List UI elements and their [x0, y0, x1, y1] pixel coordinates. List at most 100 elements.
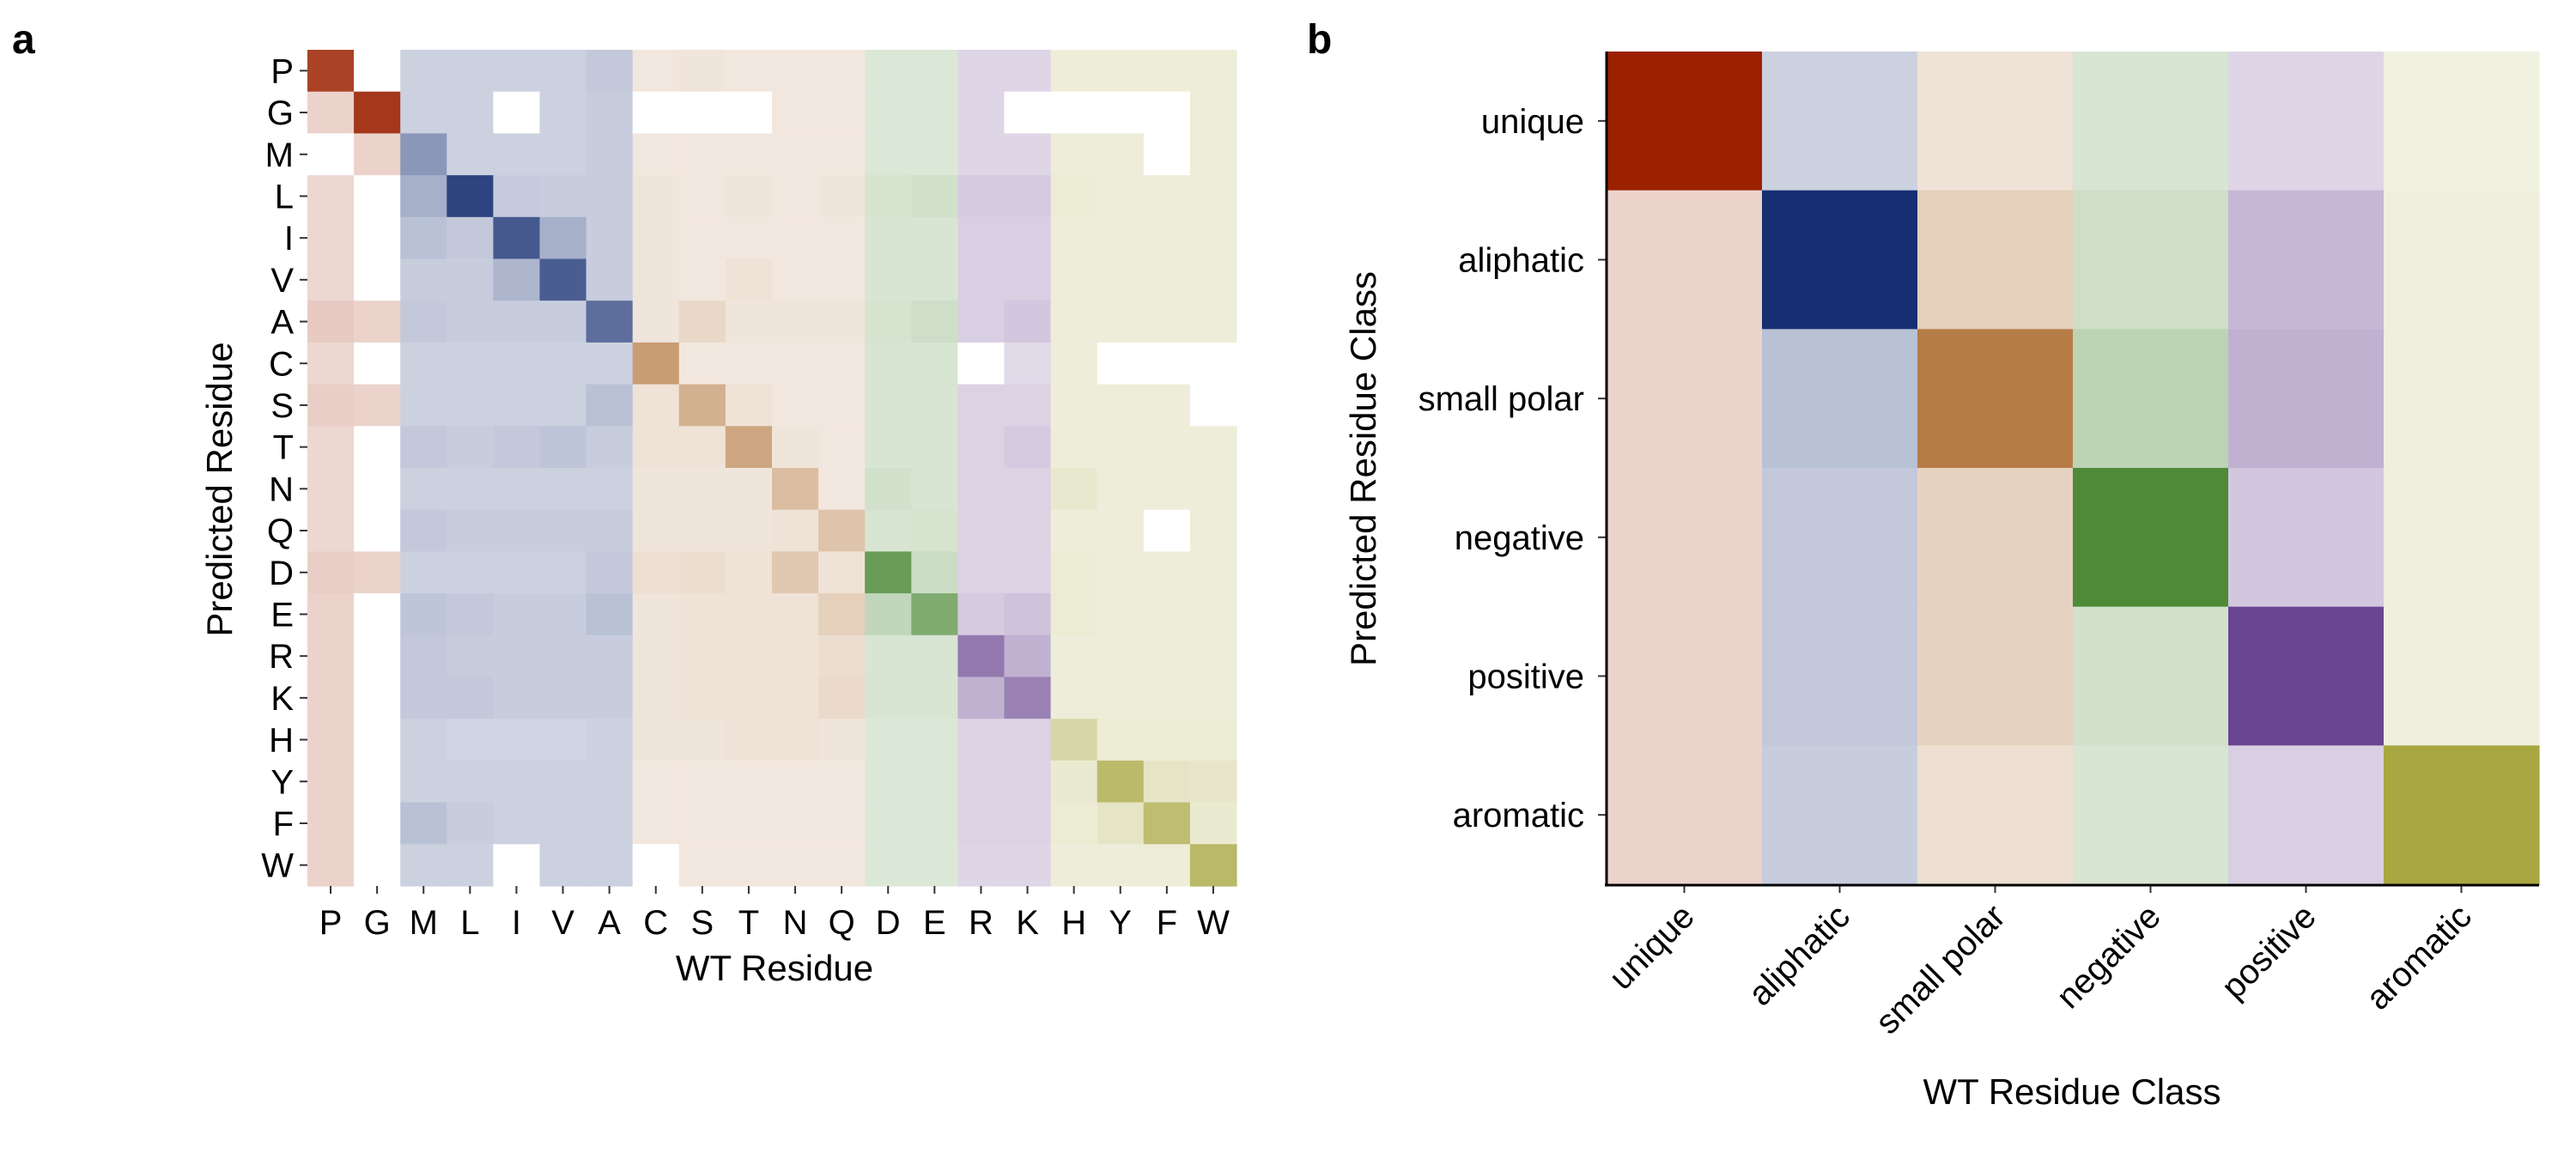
- heatmap-cell-c-c: [632, 342, 680, 385]
- heatmap-cell-t-q: [818, 426, 866, 469]
- heatmap-cell-v-d: [865, 258, 912, 301]
- heatmap-cell-n-w: [1189, 468, 1237, 511]
- heatmap-cell-l-v: [539, 175, 587, 218]
- heatmap-cell-a-h: [1050, 300, 1098, 343]
- heatmap-cell-d-y: [1097, 551, 1145, 594]
- heatmap-cell-r-i: [493, 634, 541, 678]
- y-tick-label: E: [270, 596, 294, 634]
- y-tick-label: F: [273, 805, 294, 843]
- class-cell-unique-aliphatic: [1762, 52, 1918, 191]
- heatmap-cell-r-e: [911, 634, 958, 678]
- heatmap-cell-q-q: [818, 509, 866, 552]
- heatmap-cell-i-r: [957, 216, 1005, 260]
- heatmap-cell-w-m: [400, 844, 447, 887]
- heatmap-cell-y-a: [586, 760, 634, 804]
- heatmap-cell-s-f: [1143, 384, 1191, 427]
- heatmap-cell-f-k: [1004, 802, 1052, 845]
- heatmap-cell-f-s: [678, 802, 726, 845]
- heatmap-cell-n-r: [957, 468, 1005, 511]
- heatmap-cell-n-q: [818, 468, 866, 511]
- heatmap-cell-m-g: [354, 133, 401, 176]
- heatmap-cell-h-l: [447, 719, 494, 762]
- class-cell-aliphatic-small-polar: [1917, 190, 2074, 330]
- residue-heatmap-cells: [307, 50, 1237, 887]
- heatmap-cell-a-p: [307, 300, 355, 343]
- heatmap-cell-k-w: [1189, 677, 1237, 719]
- heatmap-cell-e-g: [354, 593, 401, 636]
- heatmap-cell-a-a: [586, 300, 634, 343]
- heatmap-cell-a-y: [1097, 300, 1145, 343]
- heatmap-cell-p-w: [1189, 50, 1237, 93]
- heatmap-cell-p-c: [632, 50, 680, 93]
- heatmap-cell-r-v: [539, 634, 587, 678]
- heatmap-cell-m-r: [957, 133, 1005, 176]
- residue-heatmap-y-axis-title: Predicted Residue: [199, 342, 240, 636]
- heatmap-cell-d-f: [1143, 551, 1191, 594]
- heatmap-cell-s-e: [911, 384, 958, 427]
- heatmap-cell-s-q: [818, 384, 866, 427]
- heatmap-cell-i-s: [678, 216, 726, 260]
- heatmap-cell-r-q: [818, 634, 866, 678]
- heatmap-cell-a-l: [447, 300, 494, 343]
- heatmap-cell-a-v: [539, 300, 587, 343]
- x-tick-label: L: [460, 904, 479, 942]
- heatmap-cell-f-v: [539, 802, 587, 845]
- heatmap-cell-y-l: [447, 760, 494, 804]
- heatmap-cell-c-f: [1143, 342, 1191, 385]
- heatmap-cell-i-q: [818, 216, 866, 260]
- heatmap-cell-n-e: [911, 468, 958, 511]
- class-cell-aromatic-positive: [2228, 745, 2385, 885]
- heatmap-cell-a-i: [493, 300, 541, 343]
- heatmap-cell-t-g: [354, 426, 401, 469]
- heatmap-cell-p-k: [1004, 50, 1052, 93]
- heatmap-cell-c-h: [1050, 342, 1098, 385]
- heatmap-cell-h-g: [354, 719, 401, 762]
- heatmap-cell-e-q: [818, 593, 866, 636]
- heatmap-cell-v-a: [586, 258, 634, 301]
- heatmap-cell-d-s: [678, 551, 726, 594]
- class-cell-small-polar-aliphatic: [1762, 329, 1918, 469]
- heatmap-cell-t-v: [539, 426, 587, 469]
- heatmap-cell-v-p: [307, 258, 355, 301]
- heatmap-cell-s-l: [447, 384, 494, 427]
- heatmap-cell-q-l: [447, 509, 494, 552]
- heatmap-cell-n-t: [725, 468, 773, 511]
- heatmap-cell-q-m: [400, 509, 447, 552]
- heatmap-cell-r-a: [586, 634, 634, 678]
- y-tick-label: small polar: [1419, 380, 1584, 418]
- heatmap-cell-i-h: [1050, 216, 1098, 260]
- heatmap-cell-h-r: [957, 719, 1005, 762]
- heatmap-cell-k-s: [678, 677, 726, 719]
- y-tick-label: W: [261, 847, 294, 885]
- heatmap-cell-m-m: [400, 133, 447, 176]
- heatmap-cell-y-m: [400, 760, 447, 804]
- heatmap-cell-n-k: [1004, 468, 1052, 511]
- heatmap-cell-h-k: [1004, 719, 1052, 762]
- heatmap-cell-q-f: [1143, 509, 1191, 552]
- heatmap-cell-l-h: [1050, 175, 1098, 218]
- heatmap-cell-y-r: [957, 760, 1005, 804]
- heatmap-cell-n-l: [447, 468, 494, 511]
- class-cell-small-polar-unique: [1607, 329, 1763, 469]
- heatmap-cell-s-k: [1004, 384, 1052, 427]
- heatmap-cell-r-c: [632, 634, 680, 678]
- y-tick-label: M: [265, 137, 294, 174]
- heatmap-cell-n-m: [400, 468, 447, 511]
- heatmap-cell-y-g: [354, 760, 401, 804]
- heatmap-cell-y-f: [1143, 760, 1191, 804]
- heatmap-cell-a-g: [354, 300, 401, 343]
- heatmap-cell-d-v: [539, 551, 587, 594]
- heatmap-cell-a-m: [400, 300, 447, 343]
- heatmap-cell-t-a: [586, 426, 634, 469]
- heatmap-cell-q-n: [772, 509, 819, 552]
- class-cell-positive-aromatic: [2384, 606, 2540, 746]
- heatmap-cell-y-c: [632, 760, 680, 804]
- heatmap-cell-s-h: [1050, 384, 1098, 427]
- heatmap-cell-f-g: [354, 802, 401, 845]
- heatmap-cell-g-n: [772, 91, 819, 134]
- heatmap-cell-m-k: [1004, 133, 1052, 176]
- heatmap-cell-a-s: [678, 300, 726, 343]
- class-cell-small-polar-aromatic: [2384, 329, 2540, 469]
